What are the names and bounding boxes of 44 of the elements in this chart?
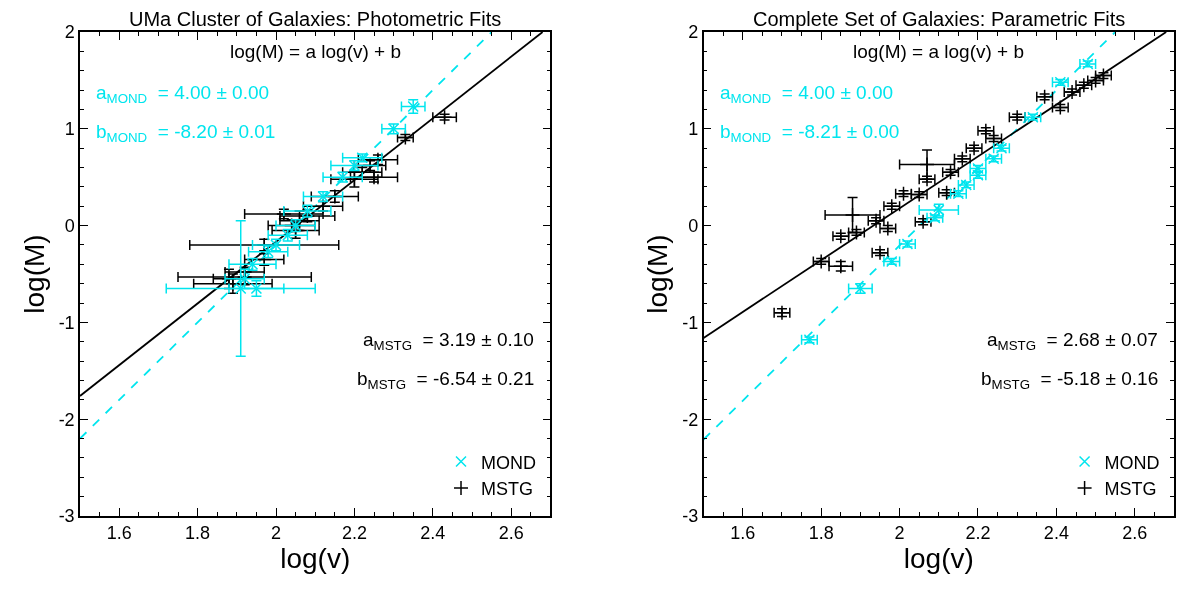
legend-label: MOND — [1104, 452, 1160, 473]
annotation: a$_{MOND}$ = 4.00 ± 0.00 — [96, 82, 270, 106]
y-tick-label: 2 — [688, 22, 699, 43]
y-tick-label: -3 — [682, 506, 699, 527]
annotation: b$_{MSTG}$ = -6.54 ± 0.21 — [357, 368, 535, 392]
y-tick-label: -2 — [682, 409, 699, 430]
annotation: log(M) = a log(v) + b — [853, 41, 1025, 62]
x-tick-label: 1.8 — [185, 523, 211, 544]
annotation: a$_{MSTG}$ = 2.68 ± 0.07 — [987, 329, 1158, 353]
y-tick-label: -1 — [58, 312, 75, 333]
annotation: a$_{MSTG}$ = 3.19 ± 0.10 — [363, 329, 534, 353]
chart-title: UMa Cluster of Galaxies: Photometric Fits — [129, 8, 502, 30]
y-tick-label: -1 — [682, 312, 699, 333]
annotation: b$_{MOND}$ = -8.20 ± 0.01 — [96, 121, 276, 145]
x-tick-label: 2 — [271, 523, 282, 544]
x-axis-title: log(v) — [903, 543, 974, 575]
legend-label: MSTG — [481, 478, 534, 499]
x-tick-label: 1.6 — [106, 523, 132, 544]
x-tick-label: 2.6 — [1122, 523, 1148, 544]
x-tick-label: 2.4 — [1043, 523, 1069, 544]
y-tick-label: -3 — [58, 506, 75, 527]
legend-label: MSTG — [1104, 478, 1157, 499]
y-tick-label: 0 — [688, 215, 699, 236]
x-tick-label: 2 — [894, 523, 905, 544]
x-tick-label: 1.6 — [730, 523, 756, 544]
legend-label: MOND — [481, 452, 537, 473]
y-tick-label: 1 — [64, 119, 75, 140]
x-axis-title: log(v) — [280, 543, 351, 575]
annotation: b$_{MOND}$ = -8.21 ± 0.00 — [720, 121, 900, 145]
x-tick-label: 1.8 — [808, 523, 834, 544]
y-tick-label: 1 — [688, 119, 699, 140]
chart-title: Complete Set of Galaxies: Parametric Fits — [753, 8, 1126, 30]
annotation: log(M) = a log(v) + b — [230, 41, 402, 62]
annotation: b$_{MSTG}$ = -5.18 ± 0.16 — [981, 368, 1159, 392]
y-tick-label: -2 — [58, 409, 75, 430]
x-tick-label: 2.2 — [341, 523, 367, 544]
x-tick-label: 2.6 — [498, 523, 524, 544]
y-tick-label: 0 — [64, 215, 75, 236]
y-tick-label: 2 — [64, 22, 75, 43]
x-tick-label: 2.2 — [965, 523, 991, 544]
x-tick-label: 2.4 — [420, 523, 446, 544]
y-axis-title: log(M) — [642, 234, 674, 314]
y-axis-title: log(M) — [18, 234, 50, 314]
annotation: a$_{MOND}$ = 4.00 ± 0.00 — [720, 82, 894, 106]
